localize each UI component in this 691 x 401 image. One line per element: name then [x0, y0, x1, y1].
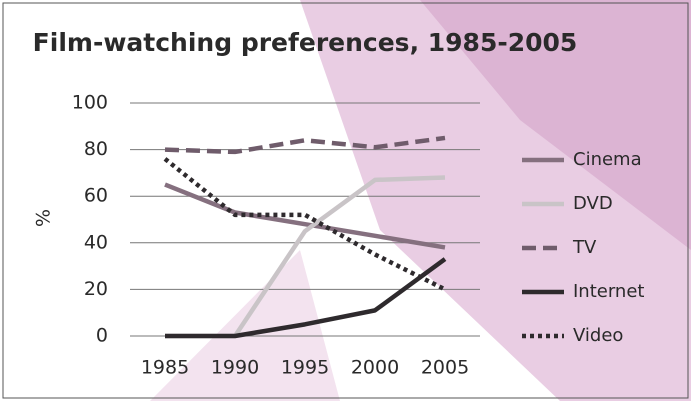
x-tick-label: 1990	[211, 357, 259, 379]
y-tick-label: 0	[96, 325, 108, 347]
x-tick-label: 1995	[281, 357, 329, 379]
decoration	[420, 0, 691, 250]
y-axis-label: %	[33, 209, 55, 227]
y-tick-label: 20	[84, 278, 108, 300]
y-tick-label: 40	[84, 231, 108, 253]
chart-title: Film-watching preferences, 1985-2005	[33, 28, 578, 57]
legend-label: Video	[573, 325, 623, 346]
y-tick-label: 80	[84, 138, 108, 160]
legend-label: Internet	[573, 281, 644, 302]
legend-label: DVD	[573, 193, 613, 214]
series-line	[164, 135, 446, 155]
series-line	[164, 182, 446, 250]
x-tick-label: 2005	[421, 357, 469, 379]
x-tick-label: 1985	[141, 357, 189, 379]
series-line	[165, 257, 447, 339]
x-tick-label: 2000	[351, 357, 399, 379]
decoration	[150, 250, 340, 401]
legend-label: TV	[572, 237, 597, 258]
y-tick-label: 60	[84, 185, 108, 207]
series-line	[163, 157, 447, 292]
y-tick-label: 100	[72, 92, 108, 114]
legend-label: Cinema	[573, 149, 642, 170]
